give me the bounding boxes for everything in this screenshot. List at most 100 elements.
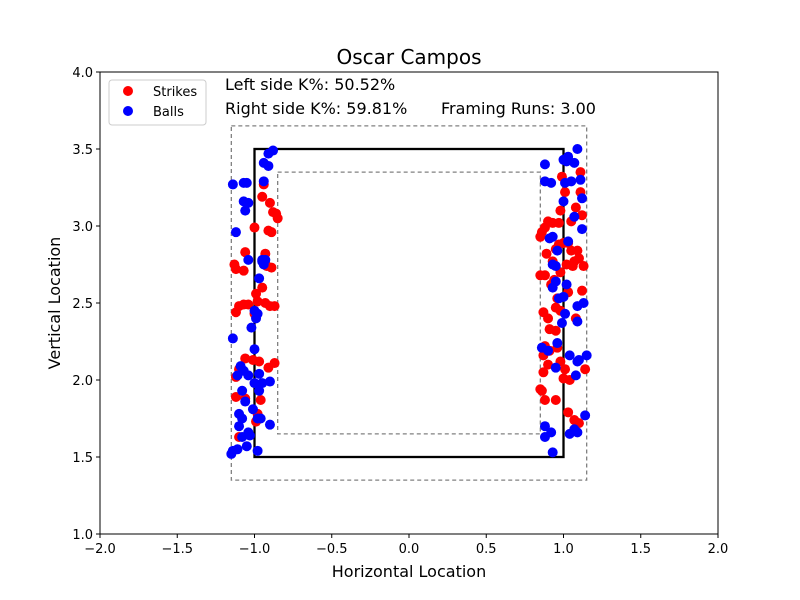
balls-point-62 (569, 211, 580, 222)
balls-point-25 (268, 145, 279, 156)
strikes-point-3 (240, 247, 251, 258)
balls-point-11 (243, 370, 254, 381)
balls-point-6 (230, 227, 241, 238)
strikes-point-97 (535, 384, 546, 395)
balls-point-97 (558, 291, 569, 302)
balls-point-63 (577, 224, 588, 235)
strikes-point-7 (243, 299, 254, 310)
y-tick-label: 3.5 (72, 143, 93, 158)
strikes-point-35 (230, 391, 241, 402)
strikes-point-91 (539, 395, 550, 406)
balls-point-70 (550, 261, 561, 272)
x-axis-ticks: −2.0 −1.5 −1.0 −0.5 0.0 0.5 1.0 1.5 2.0 (84, 534, 728, 557)
strikes-point-29 (254, 356, 265, 367)
legend-marker-balls (123, 106, 133, 116)
balls-point-29 (254, 368, 265, 379)
balls-point-48 (243, 254, 254, 265)
y-axis-label: Vertical Location (45, 237, 64, 370)
balls-point-4 (243, 197, 254, 208)
balls-point-41 (244, 430, 255, 441)
balls-point-96 (552, 245, 563, 256)
balls-point-95 (563, 236, 574, 247)
strikes-point-11 (257, 282, 268, 293)
strikes-point-56 (578, 261, 589, 272)
balls-point-57 (572, 144, 583, 154)
strikes-point-80 (550, 325, 561, 336)
balls-point-55 (563, 151, 574, 162)
balls-point-60 (575, 174, 586, 185)
strikes-point-55 (573, 253, 584, 264)
strikes-point-26 (249, 222, 260, 233)
balls-point-44 (227, 445, 238, 456)
strikes-point-2 (238, 265, 249, 276)
balls-point-27 (257, 378, 268, 389)
strikes-point-27 (240, 353, 251, 364)
strikes-point-73 (543, 313, 554, 324)
balls-point-35 (255, 413, 266, 424)
balls-point-84 (581, 350, 592, 361)
strikes-point-65 (560, 187, 571, 198)
balls-point-38 (234, 421, 245, 432)
balls-point-75 (560, 308, 571, 319)
strikes-point-68 (577, 210, 588, 221)
strikes-point-22 (272, 213, 283, 224)
strikes-point-98 (558, 373, 569, 384)
strikes-point-92 (550, 395, 561, 406)
left-k-annotation: Left side K%: 50.52% (225, 75, 395, 94)
balls-point-81 (564, 350, 575, 361)
balls-point-71 (561, 279, 572, 290)
balls-point-59 (566, 176, 577, 187)
balls-point-10 (235, 361, 246, 372)
legend: Strikes Balls (108, 79, 207, 126)
strikes-point-53 (572, 245, 583, 256)
balls-point-61 (577, 193, 588, 204)
strikes-point-88 (538, 367, 549, 378)
balls-point-83 (573, 354, 584, 365)
strikes-point-36 (255, 395, 266, 406)
balls-point-13 (246, 322, 257, 333)
strikes-point-93 (580, 364, 591, 375)
balls-point-21 (258, 176, 269, 187)
balls-point-92 (580, 410, 591, 421)
strikes-point-19 (266, 227, 277, 238)
strikes-point-58 (561, 259, 572, 270)
balls-point-31 (237, 385, 248, 396)
balls-point-20 (258, 259, 269, 270)
strikes-point-10 (252, 296, 263, 307)
balls-point-2 (241, 177, 252, 188)
balls-point-33 (247, 404, 258, 415)
strikes-point-1 (230, 264, 241, 275)
balls-point-77 (552, 338, 563, 349)
balls-point-64 (558, 196, 569, 207)
strikes-point-44 (553, 217, 564, 228)
balls-point-5 (240, 205, 251, 216)
balls-point-52 (546, 177, 557, 188)
legend-label-balls: Balls (153, 105, 184, 120)
balls-point-80 (550, 362, 561, 373)
balls-point-32 (240, 396, 251, 407)
balls-point-56 (569, 157, 580, 168)
strikes-point-46 (541, 248, 552, 259)
strikes-point-89 (543, 359, 554, 370)
balls-point-23 (263, 160, 274, 171)
balls-point-93 (547, 447, 558, 458)
balls-point-18 (254, 273, 265, 284)
balls-point-88 (546, 427, 557, 438)
strikes-point-24 (257, 191, 268, 202)
balls-point-30 (254, 385, 265, 396)
legend-marker-strikes (123, 86, 133, 96)
balls-point-74 (572, 316, 583, 327)
strikes-point-9 (251, 288, 262, 299)
balls-point-76 (556, 318, 567, 329)
balls-point-0 (227, 179, 238, 190)
x-tick-label: −2.0 (84, 542, 116, 557)
y-axis-ticks: 1.0 1.5 2.0 2.5 3.0 3.5 4.0 (72, 66, 100, 543)
y-tick-label: 2.0 (72, 374, 93, 389)
strikes-point-70 (575, 167, 586, 178)
strikes-point-86 (560, 364, 571, 375)
points-layer (226, 144, 592, 459)
strikes-point-14 (269, 301, 280, 312)
balls-point-86 (539, 421, 550, 432)
x-tick-label: 2.0 (708, 542, 729, 557)
